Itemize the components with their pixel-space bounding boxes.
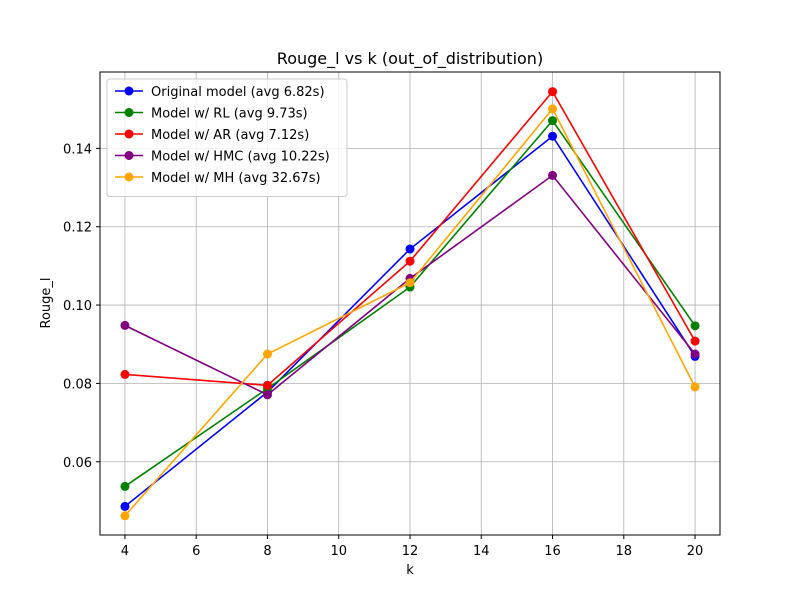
x-tick-label: 18 — [616, 544, 633, 559]
series-lines — [120, 87, 700, 521]
data-point — [405, 278, 415, 288]
data-point — [548, 87, 558, 97]
data-point — [548, 104, 558, 114]
legend-marker — [124, 172, 134, 182]
chart-title: Rouge_l vs k (out_of_distribution) — [277, 49, 543, 69]
y-tick-label: 0.08 — [63, 377, 92, 392]
y-tick-label: 0.14 — [63, 142, 92, 157]
data-point — [120, 511, 130, 521]
series — [120, 87, 700, 390]
data-point — [690, 349, 700, 359]
data-point — [405, 244, 415, 254]
x-tick-label: 8 — [263, 544, 271, 559]
y-tick-label: 0.10 — [63, 299, 92, 314]
legend-label: Model w/ HMC (avg 10.22s) — [151, 150, 330, 165]
data-point — [120, 320, 130, 330]
data-point — [690, 336, 700, 346]
legend-marker — [124, 108, 134, 117]
data-point — [690, 321, 700, 331]
legend-label: Original model (avg 6.82s) — [151, 85, 325, 100]
y-tick-label: 0.06 — [63, 456, 92, 471]
legend-marker — [124, 129, 134, 139]
data-point — [690, 382, 700, 392]
legend-label: Model w/ AR (avg 7.12s) — [151, 128, 309, 143]
legend: Original model (avg 6.82s) Model w/ RL (a… — [106, 78, 348, 197]
x-tick-label: 4 — [121, 544, 129, 559]
data-point — [120, 369, 130, 379]
legend-marker — [124, 151, 134, 160]
legend-marker — [124, 86, 134, 96]
legend-entry: Model w/ HMC (avg 10.22s) — [115, 150, 330, 165]
x-tick-label: 16 — [544, 544, 561, 559]
legend-entry: Model w/ RL (avg 9.73s) — [115, 107, 308, 122]
data-point — [548, 116, 558, 126]
x-tick-label: 12 — [402, 544, 419, 559]
x-tick-label: 10 — [330, 544, 347, 559]
legend-entry: Model w/ MH (avg 32.67s) — [115, 171, 321, 186]
data-point — [548, 170, 558, 180]
legend-label: Model w/ MH (avg 32.67s) — [151, 171, 321, 186]
legend-label: Model w/ RL (avg 9.73s) — [151, 107, 308, 122]
x-tick-label: 6 — [192, 544, 200, 559]
series — [120, 104, 700, 521]
y-axis: 0.06 0.08 0.10 0.12 0.14 — [63, 142, 100, 471]
y-tick-label: 0.12 — [63, 221, 92, 236]
legend-box — [106, 78, 348, 197]
data-point — [262, 380, 272, 390]
legend-entry: Model w/ AR (avg 7.12s) — [115, 128, 309, 143]
data-point — [405, 256, 415, 266]
data-point — [120, 481, 130, 491]
x-tick-label: 20 — [687, 544, 704, 559]
legend-entry: Original model (avg 6.82s) — [115, 85, 325, 100]
data-point — [262, 349, 272, 359]
x-tick-label: 14 — [473, 544, 490, 559]
data-point — [120, 501, 130, 511]
data-point — [262, 390, 272, 400]
y-axis-label: Rouge_l — [39, 277, 54, 328]
x-axis: 4 6 8 10 12 14 16 18 20 — [121, 535, 704, 559]
x-axis-label: k — [406, 563, 414, 578]
data-point — [548, 131, 558, 141]
